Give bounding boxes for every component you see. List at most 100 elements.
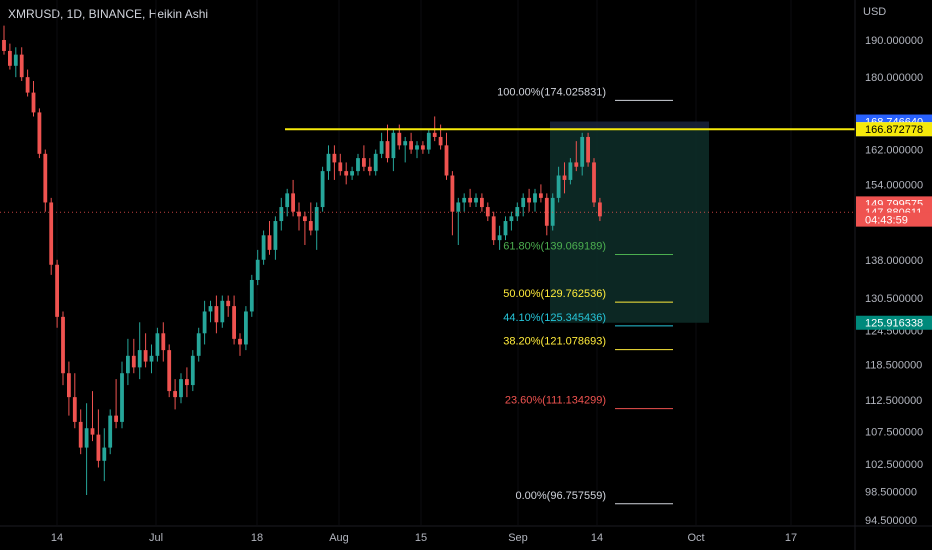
price-label: 166.872778 [856, 122, 932, 136]
candle-body [13, 54, 18, 66]
candle [214, 295, 219, 334]
candle [338, 153, 343, 176]
candle [421, 141, 425, 154]
candle-body [238, 338, 242, 345]
x-tick-label: Aug [329, 532, 349, 544]
x-tick-label: 15 [415, 532, 427, 544]
candle-body [397, 132, 402, 146]
candle-body [356, 158, 360, 172]
candle-body [480, 197, 484, 208]
candle [556, 166, 561, 203]
candle [379, 132, 384, 159]
fib-label: 50.00%(129.762536) [503, 288, 606, 300]
y-tick-label: 118.500000 [865, 359, 922, 371]
candle [580, 132, 585, 176]
candle [444, 132, 449, 180]
fib-label: 38.20%(121.078693) [503, 336, 606, 348]
candle-body [367, 166, 372, 172]
candle [185, 367, 189, 398]
candle [285, 188, 290, 217]
candle [544, 193, 549, 236]
x-tick-label: Oct [687, 532, 704, 544]
candle-body [8, 50, 12, 66]
candle-body [303, 216, 307, 222]
candle [450, 171, 455, 236]
candle [137, 322, 142, 380]
candle [497, 225, 502, 250]
candle-body [338, 162, 343, 172]
candle-body [155, 333, 160, 356]
candle-body [580, 136, 585, 167]
candle-body [137, 350, 142, 368]
candle [149, 344, 154, 374]
candle [491, 211, 496, 245]
candle-body [509, 216, 514, 222]
candle-body [126, 355, 130, 374]
candle [350, 166, 354, 180]
fib-label: 100.00%(174.025831) [497, 86, 606, 98]
candle [261, 230, 266, 265]
candle [143, 333, 148, 368]
y-tick-label: 138.000000 [865, 255, 923, 267]
candle-body [43, 153, 48, 203]
candle-body [562, 175, 567, 180]
candle-body [403, 141, 408, 146]
candle [78, 409, 83, 455]
y-tick-label: 180.000000 [865, 72, 923, 84]
candle-body [574, 162, 579, 167]
candle [426, 128, 431, 154]
candle [8, 43, 12, 70]
price-labels: 168.746640166.876492166.872778149.799575… [856, 114, 932, 330]
candle-body [131, 355, 136, 368]
candle-body [61, 316, 65, 374]
candle [385, 124, 390, 163]
candle [90, 391, 95, 442]
candle [303, 211, 307, 245]
currency-label: USD [863, 6, 887, 18]
fib-label: 61.80%(139.069189) [503, 240, 606, 252]
y-tick-label: 94.500000 [865, 515, 917, 527]
candle-body [308, 221, 313, 231]
candle-body [161, 333, 166, 351]
candle [297, 202, 301, 231]
candle-body [415, 145, 419, 150]
candle-body [444, 145, 449, 176]
candle-body [78, 421, 83, 448]
candle-body [114, 415, 118, 422]
candle-body [196, 333, 201, 356]
y-tick-label: 107.500000 [865, 426, 923, 438]
candle-body [391, 132, 396, 159]
price-label: 04:43:59 [856, 212, 932, 227]
fib-label: 23.60%(111.134299) [505, 395, 606, 407]
candle [474, 193, 478, 208]
candle [13, 47, 18, 78]
price-label-text: 166.872778 [865, 124, 923, 136]
candle-body [521, 197, 526, 208]
candle [190, 350, 195, 392]
candle [84, 403, 89, 496]
candle [415, 141, 419, 159]
x-axis: 14 Jul 18 Aug 15 Sep 14 Oct 17 [0, 525, 932, 544]
candle-body [297, 211, 301, 217]
candle [43, 149, 48, 212]
candle [255, 249, 260, 286]
candle-body [326, 153, 331, 172]
candle-body [320, 171, 325, 208]
candle [267, 221, 272, 255]
candle [67, 361, 71, 416]
candle-body [190, 355, 195, 386]
candle-body [462, 197, 467, 203]
candle-body [31, 92, 36, 113]
candle-body [120, 373, 124, 422]
candle-body [261, 235, 266, 260]
candle-body [373, 153, 378, 172]
y-tick-label: 190.000000 [865, 35, 923, 47]
candle-body [385, 141, 390, 159]
candle-body [332, 153, 337, 163]
price-label-bg [856, 212, 932, 227]
candle-body [362, 158, 366, 167]
candle-body [456, 202, 461, 212]
candle [574, 141, 579, 172]
candle [562, 162, 567, 194]
